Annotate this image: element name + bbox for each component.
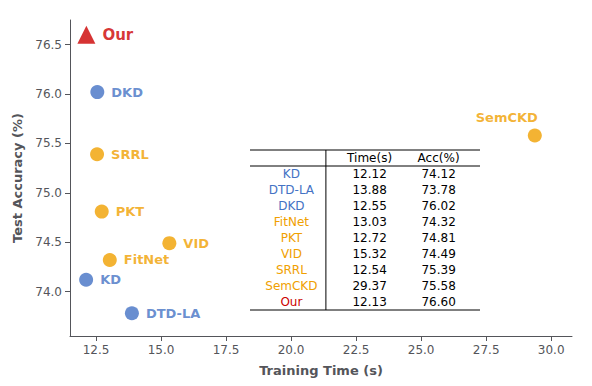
svg-text:22.5: 22.5	[343, 343, 370, 357]
svg-text:Test Accuracy (%): Test Accuracy (%)	[10, 113, 25, 243]
svg-text:Time(s): Time(s)	[346, 151, 392, 165]
svg-text:PKT: PKT	[116, 204, 145, 219]
svg-text:12.72: 12.72	[352, 231, 386, 245]
svg-text:30.0: 30.0	[538, 343, 565, 357]
svg-text:75.58: 75.58	[421, 279, 455, 293]
svg-text:74.32: 74.32	[421, 215, 455, 229]
svg-text:74.81: 74.81	[421, 231, 455, 245]
svg-text:12.13: 12.13	[352, 295, 386, 309]
svg-text:73.78: 73.78	[421, 183, 455, 197]
svg-text:DKD: DKD	[278, 199, 304, 213]
svg-text:SRRL: SRRL	[276, 263, 307, 277]
svg-text:74.12: 74.12	[421, 167, 455, 181]
svg-text:13.03: 13.03	[352, 215, 386, 229]
svg-text:FitNet: FitNet	[124, 252, 169, 267]
svg-text:74.0: 74.0	[35, 285, 62, 299]
svg-text:VID: VID	[281, 247, 302, 261]
svg-text:KD: KD	[100, 272, 121, 287]
svg-text:SRRL: SRRL	[111, 147, 149, 162]
svg-text:25.0: 25.0	[408, 343, 435, 357]
svg-text:74.5: 74.5	[35, 235, 62, 249]
svg-text:VID: VID	[183, 236, 209, 251]
svg-text:Training Time (s): Training Time (s)	[259, 363, 383, 378]
svg-text:PKT: PKT	[281, 231, 303, 245]
svg-text:KD: KD	[283, 167, 300, 181]
svg-text:27.5: 27.5	[473, 343, 500, 357]
svg-text:FitNet: FitNet	[274, 215, 309, 229]
svg-text:29.37: 29.37	[352, 279, 386, 293]
svg-text:Acc(%): Acc(%)	[418, 151, 460, 165]
svg-text:12.12: 12.12	[352, 167, 386, 181]
svg-text:17.5: 17.5	[213, 343, 240, 357]
svg-text:13.88: 13.88	[352, 183, 386, 197]
svg-text:DKD: DKD	[111, 85, 143, 100]
svg-text:15.32: 15.32	[352, 247, 386, 261]
svg-text:Our: Our	[280, 295, 302, 309]
svg-text:76.5: 76.5	[35, 38, 62, 52]
svg-text:15.0: 15.0	[148, 343, 175, 357]
svg-text:75.0: 75.0	[35, 186, 62, 200]
svg-text:75.39: 75.39	[421, 263, 455, 277]
svg-text:Our: Our	[102, 26, 133, 44]
svg-text:DTD-LA: DTD-LA	[146, 306, 200, 321]
svg-text:12.55: 12.55	[352, 199, 386, 213]
svg-text:DTD-LA: DTD-LA	[269, 183, 315, 197]
svg-text:74.49: 74.49	[421, 247, 455, 261]
svg-text:SemCKD: SemCKD	[476, 110, 538, 125]
svg-text:SemCKD: SemCKD	[265, 279, 317, 293]
svg-text:76.60: 76.60	[421, 295, 455, 309]
svg-text:12.54: 12.54	[352, 263, 386, 277]
svg-text:75.5: 75.5	[35, 136, 62, 150]
svg-text:12.5: 12.5	[83, 343, 110, 357]
svg-text:76.0: 76.0	[35, 87, 62, 101]
svg-text:20.0: 20.0	[278, 343, 305, 357]
svg-text:76.02: 76.02	[421, 199, 455, 213]
